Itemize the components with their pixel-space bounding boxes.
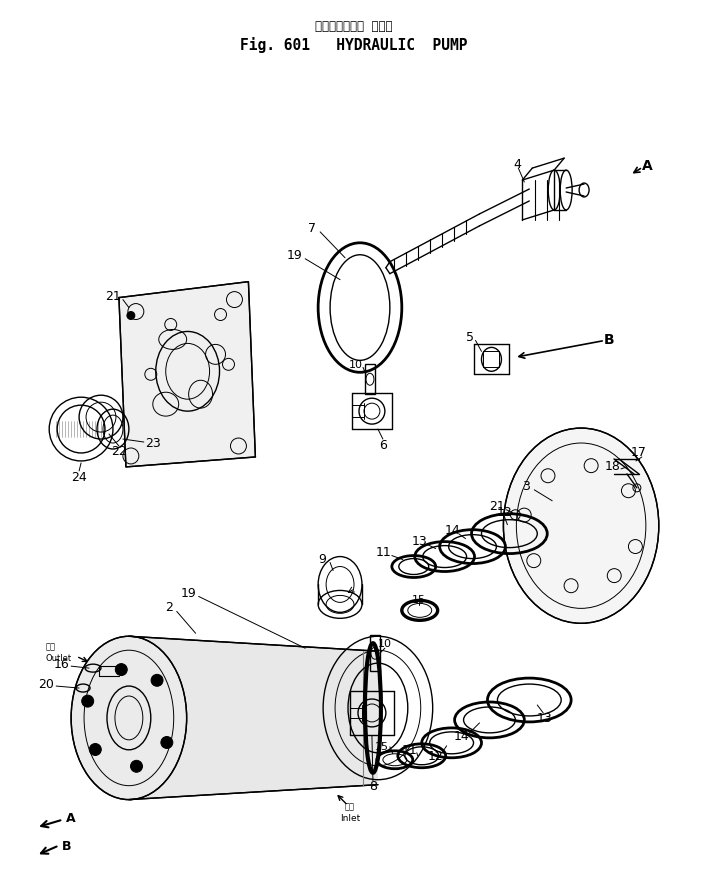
Text: 8: 8 bbox=[369, 780, 377, 792]
Text: Outlet: Outlet bbox=[45, 653, 72, 662]
Text: 7: 7 bbox=[308, 222, 316, 235]
Text: 5: 5 bbox=[466, 331, 474, 343]
Text: 入口: 入口 bbox=[345, 801, 355, 810]
Text: ハイドロリック  ポンプ: ハイドロリック ポンプ bbox=[315, 20, 393, 33]
Ellipse shape bbox=[130, 761, 142, 772]
Text: 出口: 出口 bbox=[45, 642, 55, 651]
Text: B: B bbox=[62, 839, 71, 852]
Text: 11: 11 bbox=[376, 545, 392, 559]
Polygon shape bbox=[119, 283, 256, 468]
Text: 14: 14 bbox=[445, 524, 460, 536]
Text: 13: 13 bbox=[412, 535, 428, 547]
Text: A: A bbox=[67, 811, 76, 824]
Text: 14: 14 bbox=[454, 730, 469, 743]
Ellipse shape bbox=[115, 664, 127, 676]
Text: 24: 24 bbox=[72, 471, 87, 484]
Bar bbox=[365, 365, 375, 395]
Text: Fig. 601   HYDRAULIC  PUMP: Fig. 601 HYDRAULIC PUMP bbox=[240, 37, 468, 53]
Text: 22: 22 bbox=[111, 445, 127, 458]
Text: B: B bbox=[604, 333, 615, 347]
Text: 10: 10 bbox=[378, 638, 392, 648]
Ellipse shape bbox=[71, 637, 187, 800]
Text: 18: 18 bbox=[605, 460, 621, 473]
Text: 2: 2 bbox=[165, 600, 173, 613]
Text: 21: 21 bbox=[489, 500, 506, 512]
Text: 4: 4 bbox=[513, 157, 521, 171]
Ellipse shape bbox=[89, 744, 101, 755]
Bar bbox=[370, 636, 380, 671]
Polygon shape bbox=[129, 637, 378, 800]
Ellipse shape bbox=[151, 675, 163, 687]
Text: 3: 3 bbox=[523, 480, 530, 493]
Text: 20: 20 bbox=[38, 677, 54, 690]
Text: 23: 23 bbox=[145, 436, 161, 449]
Ellipse shape bbox=[503, 428, 659, 624]
Text: 13: 13 bbox=[537, 712, 552, 725]
Ellipse shape bbox=[81, 696, 93, 707]
Text: 21: 21 bbox=[105, 290, 121, 303]
Text: 15: 15 bbox=[375, 741, 389, 751]
Text: 10: 10 bbox=[349, 360, 363, 370]
Text: A: A bbox=[641, 159, 652, 173]
Ellipse shape bbox=[161, 737, 173, 748]
Text: 6: 6 bbox=[379, 438, 387, 451]
Text: 16: 16 bbox=[53, 657, 69, 670]
Text: 19: 19 bbox=[181, 586, 197, 599]
Text: 15: 15 bbox=[412, 595, 426, 604]
Text: 11: 11 bbox=[402, 744, 418, 756]
Text: 17: 17 bbox=[631, 446, 647, 459]
Text: Inlet: Inlet bbox=[340, 814, 360, 822]
Text: 12: 12 bbox=[496, 506, 513, 519]
Text: 19: 19 bbox=[286, 249, 302, 262]
Text: 12: 12 bbox=[428, 749, 443, 763]
Text: 9: 9 bbox=[318, 552, 326, 565]
Ellipse shape bbox=[127, 312, 135, 320]
